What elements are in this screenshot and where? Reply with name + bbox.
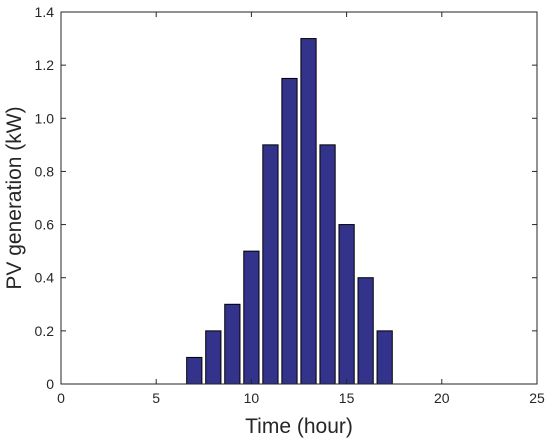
bar-hour-10 bbox=[243, 250, 260, 385]
y-tick-label: 1.2 bbox=[35, 57, 55, 73]
x-tick-label: 20 bbox=[434, 390, 450, 406]
bar-hour-12 bbox=[281, 77, 298, 385]
x-tick-label: 25 bbox=[529, 390, 545, 406]
bar-hour-7 bbox=[186, 356, 203, 385]
y-tick-label: 0.2 bbox=[35, 323, 55, 339]
bars-group bbox=[186, 38, 393, 385]
bar-hour-9 bbox=[224, 303, 241, 385]
y-axis-ticks: 0 0.2 0.4 0.6 0.8 1.0 1.2 1.4 bbox=[35, 4, 537, 392]
bar-hour-8 bbox=[205, 330, 222, 385]
bar-hour-14 bbox=[319, 144, 336, 385]
bar-hour-15 bbox=[338, 224, 355, 385]
y-tick-label: 0.6 bbox=[35, 217, 55, 233]
bar-hour-11 bbox=[262, 144, 279, 385]
y-axis-title: PV generation (kW) bbox=[3, 106, 26, 289]
x-tick-label: 5 bbox=[152, 390, 160, 406]
bar-hour-13 bbox=[300, 38, 317, 385]
plot-area-frame bbox=[60, 11, 538, 385]
bar-hour-16 bbox=[357, 277, 374, 385]
y-tick-label: 1.4 bbox=[35, 4, 55, 20]
x-tick-label: 10 bbox=[244, 390, 260, 406]
y-tick-label: 0.8 bbox=[35, 163, 55, 179]
x-axis-ticks: 0 5 10 15 20 25 bbox=[57, 12, 545, 406]
x-tick-label: 0 bbox=[57, 390, 65, 406]
y-tick-label: 0 bbox=[46, 376, 54, 392]
y-tick-label: 1.0 bbox=[35, 110, 55, 126]
x-tick-label: 15 bbox=[339, 390, 355, 406]
y-tick-label: 0.4 bbox=[35, 270, 55, 286]
bar-hour-17 bbox=[376, 330, 393, 385]
x-axis-title: Time (hour) bbox=[245, 415, 353, 438]
